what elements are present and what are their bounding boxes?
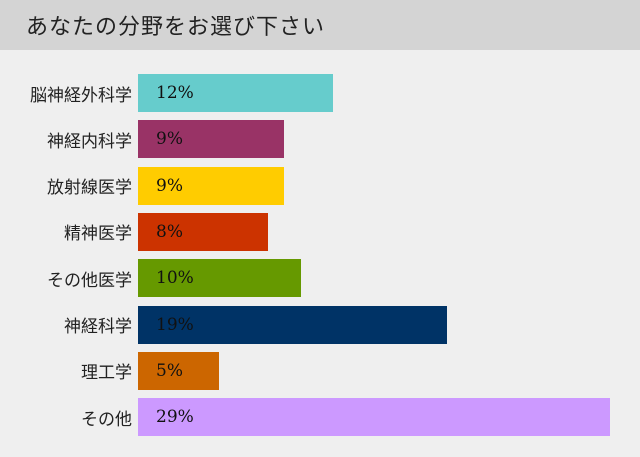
bar-row: 神経内科学 9%	[0, 120, 640, 159]
category-label: 放射線医学	[47, 178, 132, 199]
bar-row: その他医学 10%	[0, 259, 640, 298]
bar-value-label: 10%	[156, 268, 194, 289]
bar[interactable]: 29%	[138, 398, 610, 437]
bar-row: 理工学 5%	[0, 351, 640, 390]
bar-value-label: 19%	[156, 314, 194, 335]
bar-value-label: 9%	[156, 129, 183, 150]
bar-row: その他 29%	[0, 398, 640, 437]
bar-row: 神経科学 19%	[0, 305, 640, 344]
bar[interactable]: 9%	[138, 120, 285, 159]
bar[interactable]: 5%	[138, 351, 220, 390]
bar-row: 精神医学 8%	[0, 212, 640, 251]
category-label: 精神医学	[64, 224, 132, 245]
category-label: 脳神経外科学	[30, 85, 132, 106]
bar[interactable]: 10%	[138, 259, 301, 298]
bar[interactable]: 8%	[138, 212, 269, 251]
bar[interactable]: 19%	[138, 305, 448, 344]
bar-value-label: 8%	[156, 221, 183, 242]
bar[interactable]: 9%	[138, 166, 285, 205]
page-header: あなたの分野をお選び下さい	[0, 0, 640, 50]
page-title: あなたの分野をお選び下さい	[26, 15, 326, 40]
category-label: その他	[81, 409, 132, 430]
bar-row: 放射線医学 9%	[0, 166, 640, 205]
bar-value-label: 29%	[156, 407, 194, 428]
bar-value-label: 12%	[156, 83, 194, 103]
category-label: その他医学	[47, 270, 132, 291]
category-label: 神経内科学	[47, 131, 132, 152]
bar-value-label: 5%	[156, 360, 183, 381]
bar-row: 脳神経外科学 12%	[0, 74, 640, 112]
bar-value-label: 9%	[156, 175, 183, 196]
category-label: 神経科学	[64, 317, 132, 337]
bar[interactable]: 12%	[138, 74, 334, 112]
category-label: 理工学	[81, 363, 132, 384]
